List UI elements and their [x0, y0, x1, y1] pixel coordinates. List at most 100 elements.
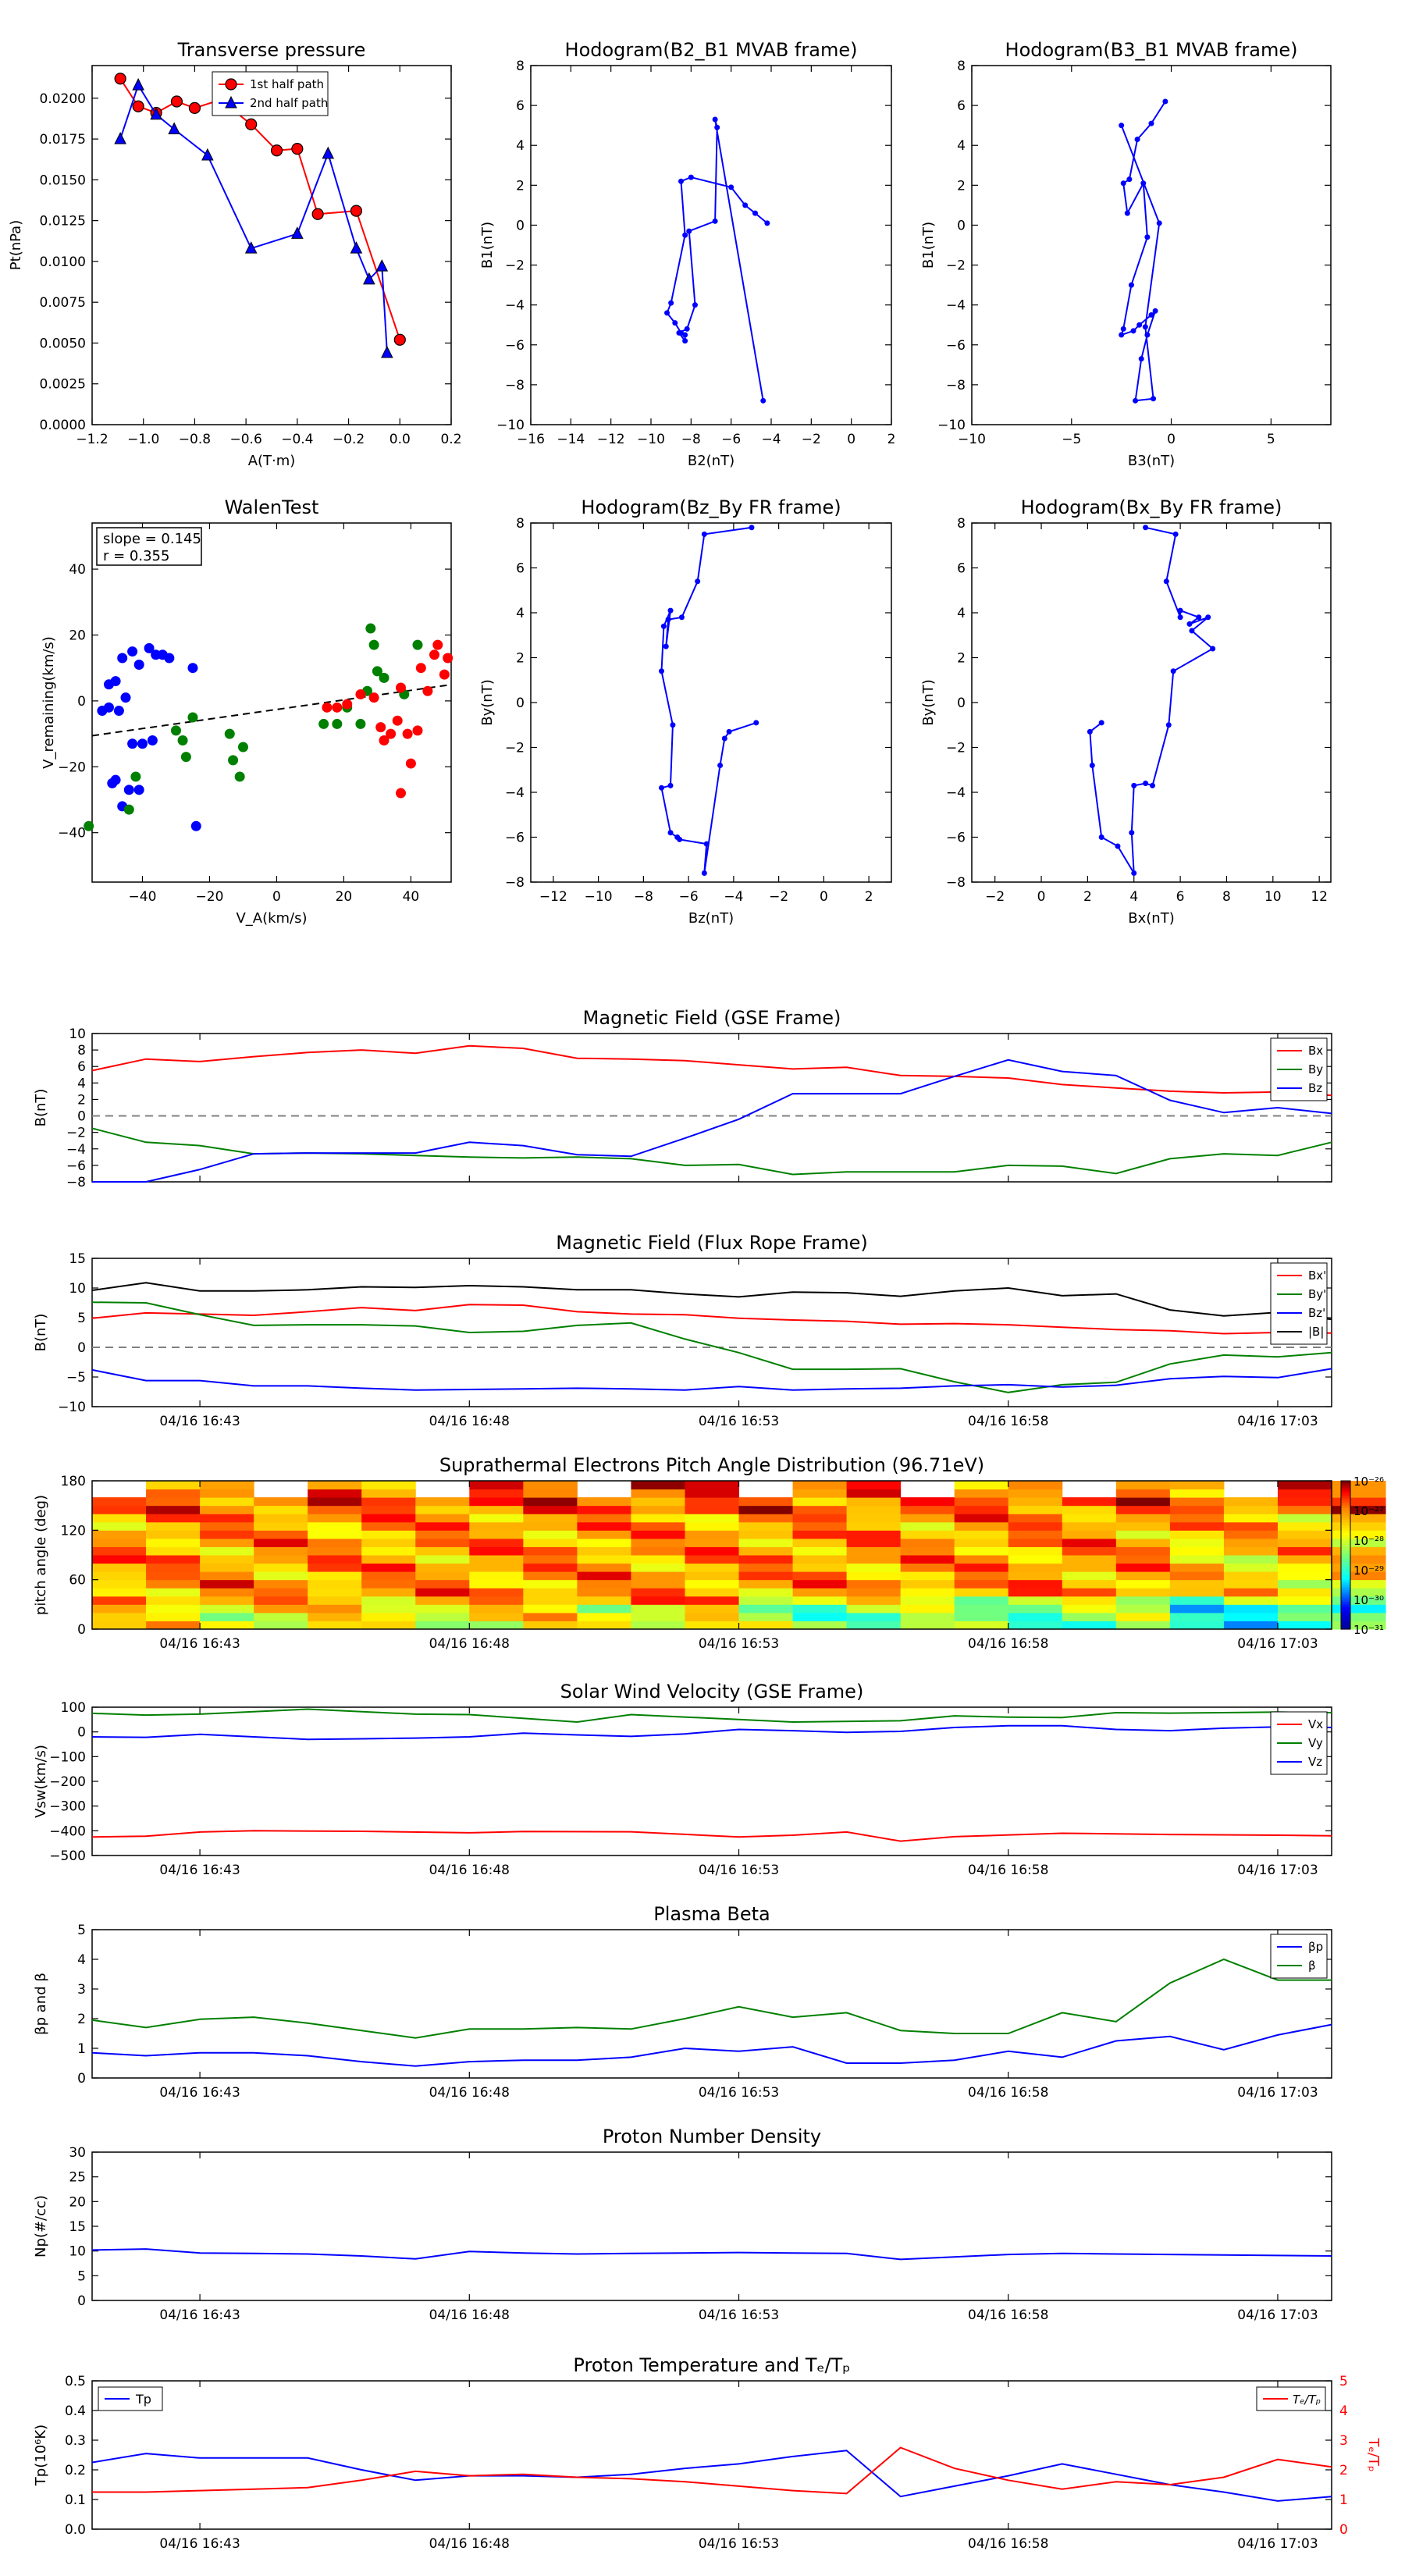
data-point: [1148, 120, 1154, 126]
scatter-point-blue: [97, 706, 108, 717]
scatter-point-green: [234, 771, 245, 782]
data-point: [692, 302, 698, 308]
colorbar-tick-label: 10⁻³¹: [1353, 1623, 1384, 1637]
x-tick-label: 04/16 17:03: [1237, 1414, 1318, 1429]
heatmap-cell: [954, 1621, 1009, 1630]
heatmap-cell: [1008, 1612, 1063, 1621]
x-tick-label: 04/16 16:43: [159, 2085, 240, 2101]
heatmap-cell: [308, 1497, 362, 1507]
annotation-box: [96, 527, 202, 566]
y-tick-label: 0.3: [65, 2433, 86, 2449]
y-tick-label: 5: [77, 2268, 86, 2284]
x-tick-label: −20: [196, 889, 224, 905]
heatmap-cell: [254, 1530, 308, 1539]
legend-marker: [225, 95, 237, 109]
data-point: [717, 763, 724, 768]
heatmap-cell: [415, 1555, 470, 1564]
heatmap-cell: [1169, 1538, 1225, 1547]
heatmap-cell: [361, 1621, 416, 1630]
heatmap-cell: [792, 1555, 848, 1564]
chart-vsw: −500 −400 −300 −200 −100 0 100 04/16 16:43 04/16…: [33, 1681, 1332, 1878]
heatmap-cell: [415, 1604, 470, 1614]
heatmap-cell: [685, 1612, 740, 1621]
y-tick-label: 15: [69, 1251, 86, 1267]
heatmap-cell: [361, 1521, 416, 1531]
heatmap-cell: [577, 1505, 631, 1514]
heatmap-cell: [631, 1546, 685, 1556]
data-point: [667, 782, 674, 788]
x-tick-label: −12: [597, 432, 625, 447]
y-tick-label: 0: [77, 1340, 86, 1356]
colorbar-segment: [1341, 1485, 1350, 1489]
scatter-point-green: [379, 672, 389, 683]
heatmap-cell: [1169, 1612, 1225, 1621]
heatmap-cell: [792, 1514, 848, 1523]
heatmap-cell: [738, 1604, 794, 1614]
y-tick-label: 4: [77, 1076, 86, 1091]
heatmap-cell: [523, 1497, 578, 1507]
heatmap-cell: [1332, 1521, 1386, 1531]
chart-title: Transverse pressure: [177, 39, 366, 61]
y-tick-label: 0: [77, 1725, 86, 1741]
heatmap-cell: [631, 1530, 685, 1539]
y-tick-label: 2: [516, 178, 525, 194]
scatter-point-red: [396, 788, 407, 799]
heatmap-cell: [308, 1588, 362, 1597]
data-point: [1129, 830, 1135, 836]
heatmap-cell: [523, 1588, 578, 1597]
chart-np: 0 5 10 15 20 25 30 04/16 16:43 04/16 16:48 04/16 …: [33, 2126, 1332, 2323]
y2-tick-label: 4: [1339, 2403, 1348, 2419]
heatmap-cell: [900, 1604, 955, 1614]
heatmap-cell: [577, 1538, 631, 1547]
heatmap-cell: [685, 1489, 740, 1498]
heatmap-cell: [577, 1563, 631, 1572]
series-line-0: [91, 2248, 1332, 2261]
heatmap-cell: [954, 1514, 1009, 1523]
heatmap-cell: [1062, 1612, 1117, 1621]
y-tick-label: 3: [77, 1982, 86, 1998]
heatmap-cell: [469, 1497, 524, 1507]
chart-tp: 0.00000.00250.00500.00750.01000.01250.01…: [8, 39, 462, 469]
heatmap-cell: [1277, 1538, 1332, 1547]
colorbar-segment: [1341, 1528, 1350, 1531]
data-point: [1098, 720, 1104, 726]
heatmap-cell: [469, 1530, 524, 1539]
heatmap-cell: [1277, 1555, 1332, 1564]
series-line-0: [91, 1044, 1332, 1097]
data-point: [764, 220, 770, 226]
heatmap-cell: [631, 1571, 685, 1581]
colorbar-segment: [1341, 1483, 1350, 1486]
heatmap-cell: [1008, 1563, 1063, 1572]
heatmap-cell: [523, 1530, 578, 1539]
chart-title: Magnetic Field (Flux Rope Frame): [556, 1232, 867, 1254]
x-tick-label: 04/16 17:03: [1237, 2536, 1318, 2552]
heatmap-cell: [308, 1505, 362, 1514]
x-tick-label: 04/16 17:03: [1237, 1636, 1318, 1652]
scatter-point-red: [386, 728, 397, 739]
data-point: [703, 841, 710, 847]
heatmap-cell: [846, 1596, 902, 1605]
heatmap-cell: [1008, 1588, 1063, 1597]
heatmap-cell: [254, 1579, 308, 1589]
scatter-point-blue: [113, 706, 124, 717]
colorbar-segment: [1341, 1560, 1350, 1564]
x-tick-label: 10: [1264, 889, 1282, 905]
heatmap-cell: [1332, 1596, 1386, 1605]
x-tick-label: 04/16 16:58: [968, 2307, 1048, 2323]
heatmap-cell: [685, 1530, 740, 1539]
scatter-point-blue: [127, 738, 138, 749]
y-tick-label: 0.0050: [40, 336, 86, 351]
heatmap-cell: [469, 1579, 524, 1589]
heatmap-cell: [1277, 1571, 1332, 1581]
heatmap-cell: [738, 1505, 794, 1514]
heatmap-cell: [1277, 1563, 1332, 1572]
heatmap-cell: [685, 1497, 740, 1507]
colorbar-tick-label: 10⁻²⁹: [1353, 1564, 1384, 1578]
y-tick-label: 0.2: [65, 2463, 86, 2478]
data-point: [688, 174, 694, 180]
x-tick-label: 04/16 16:43: [159, 1636, 240, 1652]
data-point: [726, 728, 732, 735]
colorbar-segment: [1341, 1498, 1350, 1501]
